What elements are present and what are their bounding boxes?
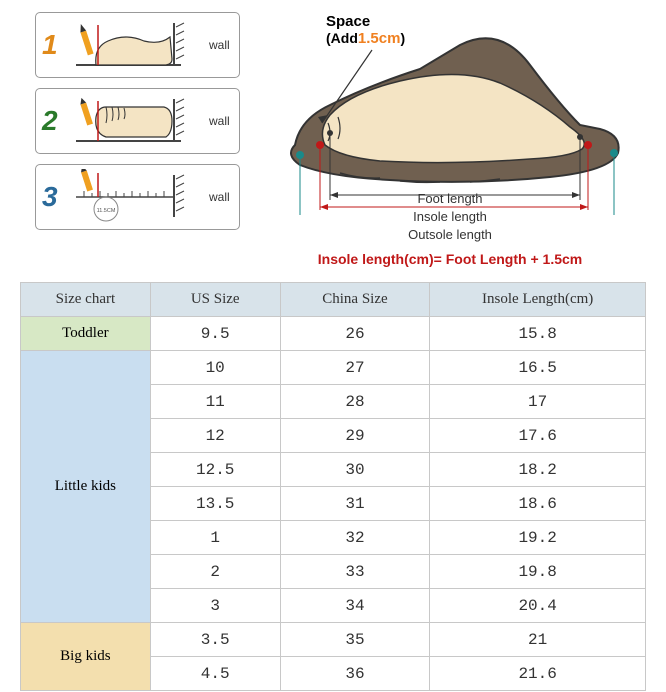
header-insole: Insole Length(cm) <box>430 283 646 317</box>
add-prefix: (Add <box>326 30 358 46</box>
cell-china: 28 <box>280 385 430 419</box>
category-little: Little kids <box>21 351 151 623</box>
table-body: Toddler9.52615.8Little kids102716.511281… <box>21 317 646 691</box>
cell-us: 2 <box>150 555 280 589</box>
cell-us: 13.5 <box>150 487 280 521</box>
cell-insole: 17 <box>430 385 646 419</box>
header-us: US Size <box>150 283 280 317</box>
wall-label-3: wall <box>209 190 230 204</box>
step-2-diagram <box>66 93 206 149</box>
shoe-illustration <box>270 5 630 215</box>
table-row: Toddler9.52615.8 <box>21 317 646 351</box>
cell-us: 12.5 <box>150 453 280 487</box>
cell-us: 12 <box>150 419 280 453</box>
table-row: Big kids3.53521 <box>21 623 646 657</box>
ruler-value: 11.5CM <box>97 208 116 214</box>
cell-insole: 20.4 <box>430 589 646 623</box>
step-1-diagram <box>66 17 206 73</box>
step-3-diagram: 11.5CM <box>66 169 206 225</box>
step-3: 3 11.5CM wall <box>35 164 240 230</box>
cell-insole: 17.6 <box>430 419 646 453</box>
table-row: Little kids102716.5 <box>21 351 646 385</box>
cell-insole: 18.2 <box>430 453 646 487</box>
table-header-row: Size chart US Size China Size Insole Len… <box>21 283 646 317</box>
cell-china: 30 <box>280 453 430 487</box>
measurement-instructions: 1 wall 2 wall 3 <box>35 12 240 230</box>
category-toddler: Toddler <box>21 317 151 351</box>
cell-insole: 21 <box>430 623 646 657</box>
step-1: 1 wall <box>35 12 240 78</box>
cell-us: 1 <box>150 521 280 555</box>
cell-us: 9.5 <box>150 317 280 351</box>
cell-china: 33 <box>280 555 430 589</box>
cell-insole: 16.5 <box>430 351 646 385</box>
step-1-number: 1 <box>42 29 66 61</box>
cell-insole: 18.6 <box>430 487 646 521</box>
add-value: 1.5cm <box>358 30 401 47</box>
cell-us: 10 <box>150 351 280 385</box>
wall-label-2: wall <box>209 114 230 128</box>
cell-china: 31 <box>280 487 430 521</box>
space-label: Space (Add1.5cm) <box>326 13 405 47</box>
insole-formula: Insole length(cm)= Foot Length + 1.5cm <box>270 251 630 267</box>
add-suffix: ) <box>400 30 405 46</box>
cell-china: 36 <box>280 657 430 691</box>
cell-insole: 15.8 <box>430 317 646 351</box>
outsole-length-label: Outsole length <box>270 226 630 244</box>
header-china: China Size <box>280 283 430 317</box>
cell-us: 11 <box>150 385 280 419</box>
cell-us: 3 <box>150 589 280 623</box>
cell-china: 26 <box>280 317 430 351</box>
cell-us: 3.5 <box>150 623 280 657</box>
header-sizechart: Size chart <box>21 283 151 317</box>
step-2: 2 wall <box>35 88 240 154</box>
cell-china: 35 <box>280 623 430 657</box>
shoe-diagram: Space (Add1.5cm) Foot length Insole leng… <box>270 5 630 267</box>
space-text: Space <box>326 13 370 30</box>
cell-china: 34 <box>280 589 430 623</box>
cell-insole: 19.2 <box>430 521 646 555</box>
step-2-number: 2 <box>42 105 66 137</box>
cell-insole: 21.6 <box>430 657 646 691</box>
wall-label-1: wall <box>209 38 230 52</box>
cell-china: 32 <box>280 521 430 555</box>
cell-insole: 19.8 <box>430 555 646 589</box>
cell-china: 27 <box>280 351 430 385</box>
cell-us: 4.5 <box>150 657 280 691</box>
cell-china: 29 <box>280 419 430 453</box>
size-chart-table: Size chart US Size China Size Insole Len… <box>20 282 646 691</box>
step-3-number: 3 <box>42 181 66 213</box>
category-big: Big kids <box>21 623 151 691</box>
